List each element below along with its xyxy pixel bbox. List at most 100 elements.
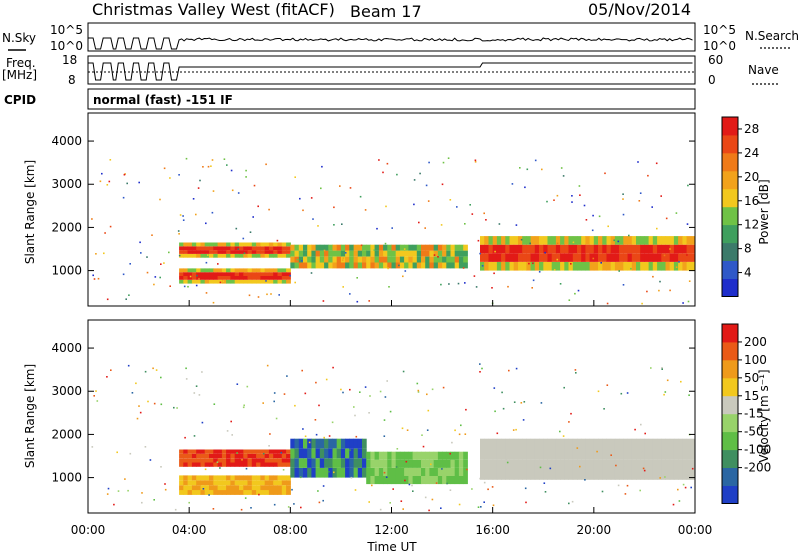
heatmap-cell: [264, 242, 270, 247]
heatmap-cell: [204, 490, 210, 495]
heatmap-cell: [290, 448, 295, 459]
heatmap-speckle: [626, 392, 629, 394]
heatmap-cell: [408, 244, 414, 251]
heatmap-speckle: [512, 429, 515, 431]
heatmap-cell: [281, 453, 287, 459]
heatmap-cell: [690, 244, 696, 254]
heatmap-speckle: [642, 467, 645, 470]
heatmap-speckle: [127, 489, 129, 492]
heatmap-cell: [412, 256, 418, 263]
heatmap-speckle: [520, 402, 523, 404]
heatmap-cell: [247, 449, 253, 454]
heatmap-cell: [437, 451, 443, 460]
heatmap-cell: [319, 244, 325, 251]
heatmap-cell: [652, 244, 658, 254]
heatmap-cell: [362, 448, 367, 459]
heatmap-cell: [217, 250, 223, 254]
heatmap-cell: [598, 459, 603, 470]
heatmap-cell: [179, 279, 184, 284]
heatmap-speckle: [481, 265, 484, 267]
heatmap-cell: [568, 253, 574, 262]
heatmap-cell: [217, 485, 223, 491]
heatmap-speckle: [266, 293, 268, 296]
heatmap-cell: [518, 253, 523, 262]
heatmap-speckle: [664, 476, 666, 478]
heatmap-cell: [627, 236, 633, 245]
heatmap-cell: [690, 449, 696, 460]
heatmap-cell: [458, 244, 464, 251]
heatmap-cell: [673, 253, 679, 262]
heatmap-speckle: [620, 392, 623, 395]
heatmap-cell: [226, 490, 231, 495]
heatmap-cell: [243, 490, 249, 495]
heatmap-cell: [602, 262, 607, 271]
heatmap-speckle: [583, 204, 586, 207]
heatmap-cell: [281, 250, 287, 254]
heatmap-cell: [230, 462, 236, 467]
heatmap-cell: [547, 262, 553, 271]
heatmap-cell: [239, 490, 244, 495]
heatmap-speckle: [607, 225, 609, 228]
heatmap-cell: [429, 459, 435, 468]
heatmap-cell: [303, 256, 308, 263]
heatmap-cell: [513, 459, 519, 470]
heatmap-cell: [614, 253, 620, 262]
heatmap-speckle: [553, 199, 555, 201]
heatmap-cell: [505, 244, 510, 254]
heatmap-cell: [522, 253, 527, 262]
heatmap-cell: [286, 246, 291, 251]
heatmap-speckle: [333, 224, 335, 226]
heatmap-cell: [230, 268, 236, 273]
heatmap-speckle: [587, 241, 590, 243]
heatmap-cell: [179, 475, 184, 481]
heatmap-cell: [429, 250, 435, 257]
heatmap-speckle: [571, 500, 574, 503]
heatmap-cell: [606, 438, 612, 449]
heatmap-cell: [492, 459, 498, 470]
heatmap-speckle: [431, 498, 434, 501]
heatmap-cell: [234, 276, 240, 280]
heatmap-cell: [307, 448, 312, 459]
heatmap-cell: [568, 438, 574, 449]
heatmap-cell: [518, 438, 523, 449]
heatmap-speckle: [574, 292, 576, 295]
heatmap-speckle: [400, 500, 403, 502]
heatmap-cell: [230, 276, 236, 280]
heatmap-cell: [374, 244, 380, 251]
heatmap-speckle: [135, 382, 137, 385]
colorbar-tick-label: 4: [744, 266, 752, 280]
heatmap-speckle: [147, 400, 149, 403]
heatmap-speckle: [402, 275, 404, 278]
heatmap-cell: [196, 475, 201, 481]
heatmap-cell: [522, 262, 527, 271]
heatmap-cell: [564, 469, 569, 480]
heatmap-cell: [505, 253, 510, 262]
heatmap-speckle: [378, 159, 380, 161]
heatmap-speckle: [666, 379, 669, 382]
heatmap-cell: [191, 253, 197, 258]
heatmap-cell: [196, 458, 201, 463]
heatmap-speckle: [300, 506, 302, 509]
heatmap-cell: [353, 467, 359, 478]
heatmap-cell: [204, 485, 210, 491]
heatmap-cell: [526, 469, 532, 480]
heatmap-cell: [336, 458, 342, 468]
heatmap-cell: [273, 480, 278, 486]
heatmap-cell: [505, 262, 510, 271]
heatmap-speckle: [146, 256, 148, 258]
cpid-frame: [87, 88, 696, 110]
heatmap-cell: [251, 250, 257, 254]
heatmap-speckle: [419, 172, 421, 175]
heatmap-cell: [209, 475, 214, 481]
heatmap-cell: [324, 262, 329, 269]
heatmap-cell: [404, 256, 409, 263]
heatmap-speckle: [138, 181, 140, 184]
heatmap-cell: [183, 242, 189, 247]
nave-tick-bottom: 0: [708, 73, 716, 87]
heatmap-cell: [399, 459, 405, 468]
heatmap-cell: [281, 475, 287, 481]
heatmap-cell: [564, 459, 569, 470]
heatmap-speckle: [597, 390, 600, 393]
heatmap-cell: [324, 256, 329, 263]
heatmap-cell: [324, 448, 329, 459]
